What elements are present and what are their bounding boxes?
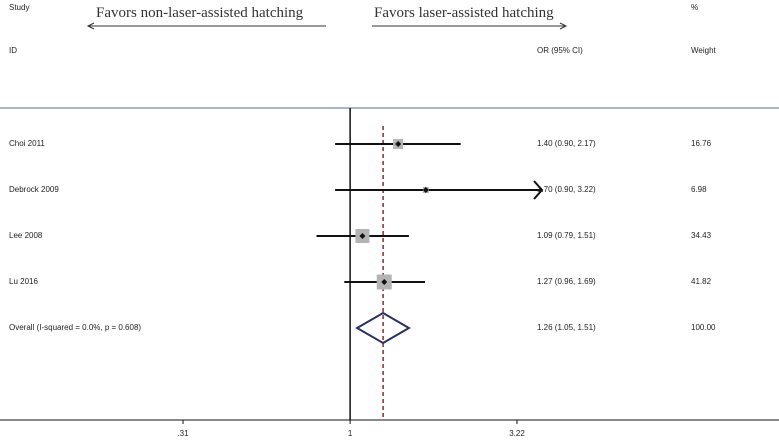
study-weight: 34.43 bbox=[691, 231, 712, 240]
study-weight: 41.82 bbox=[691, 277, 712, 286]
ci-arrowhead bbox=[533, 180, 544, 200]
x-tick-label: 3.22 bbox=[509, 429, 525, 438]
study-or-ci: 1.27 (0.96, 1.69) bbox=[537, 277, 596, 286]
study-or-ci: 1.40 (0.90, 2.17) bbox=[537, 139, 596, 148]
study-header: Study bbox=[9, 3, 30, 12]
study-weight: 16.76 bbox=[691, 139, 712, 148]
study-or-ci: 1.70 (0.90, 3.22) bbox=[537, 185, 596, 194]
favors-right-arrowhead bbox=[559, 22, 568, 30]
point-estimate bbox=[359, 233, 366, 239]
overall-label: Overall (I-squared = 0.0%, p = 0.608) bbox=[9, 323, 142, 332]
favors-left-arrowhead bbox=[86, 22, 95, 30]
overall-or-ci: 1.26 (1.05, 1.51) bbox=[537, 323, 596, 332]
point-estimate bbox=[381, 279, 388, 285]
point-estimate bbox=[395, 141, 402, 147]
study-name: Lu 2016 bbox=[9, 277, 38, 286]
study-name: Debrock 2009 bbox=[9, 185, 59, 194]
overall-diamond bbox=[355, 311, 411, 345]
percent-header: % bbox=[691, 3, 699, 12]
x-tick-label: .31 bbox=[177, 429, 189, 438]
study-weight: 6.98 bbox=[691, 185, 707, 194]
favors-right-label: Favors laser-assisted hatching bbox=[374, 5, 554, 21]
point-estimate bbox=[422, 187, 429, 193]
study-name: Choi 2011 bbox=[9, 139, 45, 148]
or-ci-header: OR (95% CI) bbox=[537, 46, 583, 55]
favors-left-label: Favors non-laser-assisted hatching bbox=[96, 5, 304, 21]
study-name: Lee 2008 bbox=[9, 231, 43, 240]
id-header: ID bbox=[9, 46, 17, 55]
overall-weight: 100.00 bbox=[691, 323, 716, 332]
x-tick-label: 1 bbox=[347, 429, 353, 438]
weight-header: Weight bbox=[691, 46, 716, 55]
study-or-ci: 1.09 (0.79, 1.51) bbox=[537, 231, 596, 240]
